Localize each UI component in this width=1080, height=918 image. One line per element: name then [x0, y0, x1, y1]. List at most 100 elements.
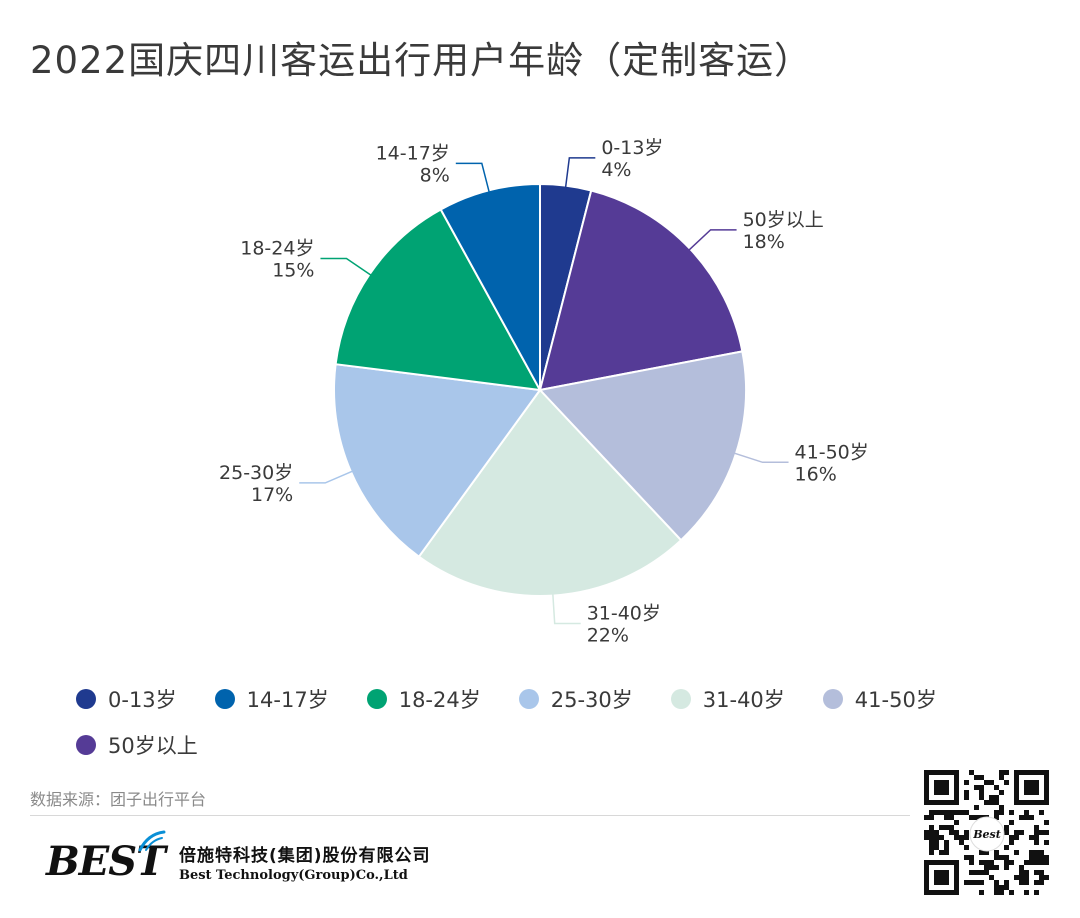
- qr-module: [924, 835, 929, 840]
- qr-finder-outer: [1014, 770, 1049, 805]
- qr-module: [989, 865, 994, 870]
- legend-item: 31-40岁: [670, 684, 785, 714]
- qr-module: [1029, 855, 1034, 860]
- qr-module: [1014, 835, 1019, 840]
- footer-divider: [30, 815, 910, 816]
- leader-line: [320, 257, 372, 276]
- qr-module: [1044, 830, 1049, 835]
- qr-module: [929, 825, 934, 830]
- qr-module: [1024, 880, 1029, 885]
- chart-legend: 0-13岁 14-17岁 18-24岁 25-30岁 31-40岁 41-50岁 50岁以上: [76, 684, 1036, 760]
- qr-module: [969, 770, 974, 775]
- slice-label-name: 50岁以上: [743, 209, 824, 231]
- qr-module: [939, 850, 944, 855]
- leader-line: [455, 162, 490, 193]
- slice-label-value: 15%: [272, 259, 314, 281]
- qr-module: [974, 805, 979, 810]
- company-name-cn: 倍施特科技(集团)股份有限公司: [178, 845, 431, 866]
- qr-module: [1009, 835, 1014, 840]
- qr-module: [929, 815, 934, 820]
- qr-module: [1019, 815, 1024, 820]
- qr-module: [994, 815, 999, 820]
- qr-module: [1034, 835, 1039, 840]
- qr-module: [999, 770, 1004, 775]
- qr-module: [1024, 860, 1029, 865]
- qr-module: [994, 785, 999, 790]
- slice-label-name: 0-13岁: [601, 137, 663, 159]
- qr-module: [1009, 890, 1014, 895]
- leader-line: [299, 470, 354, 484]
- qr-module: [969, 860, 974, 865]
- qr-module: [1034, 850, 1039, 855]
- qr-module: [1029, 835, 1034, 840]
- qr-module: [989, 780, 994, 785]
- qr-module: [969, 855, 974, 860]
- best-logo-wordmark: BEST: [46, 830, 166, 885]
- qr-module: [954, 810, 959, 815]
- qr-module: [994, 800, 999, 805]
- qr-module: [994, 880, 999, 885]
- company-name-block: 倍施特科技(集团)股份有限公司 Best Technology(Group)Co…: [179, 841, 431, 883]
- qr-module: [1039, 855, 1044, 860]
- qr-finder-outer: [924, 860, 959, 895]
- qr-module: [1004, 830, 1009, 835]
- qr-module: [974, 785, 979, 790]
- qr-module: [949, 815, 954, 820]
- qr-module: [1044, 860, 1049, 865]
- qr-module: [969, 880, 974, 885]
- qr-module: [944, 810, 949, 815]
- legend-label: 14-17岁: [246, 688, 329, 712]
- qr-module: [979, 890, 984, 895]
- chart-title: 2022国庆四川客运出行用户年龄（定制客运）: [30, 39, 813, 82]
- qr-module: [999, 855, 1004, 860]
- qr-module: [1014, 875, 1019, 880]
- qr-module: [1009, 840, 1014, 845]
- qr-module: [989, 875, 994, 880]
- qr-module: [959, 810, 964, 815]
- logo-text: BEST: [46, 838, 166, 885]
- qr-module: [1034, 870, 1039, 875]
- qr-module: [999, 775, 1004, 780]
- qr-module: [984, 800, 989, 805]
- qr-module: [934, 830, 939, 835]
- qr-module: [974, 880, 979, 885]
- qr-module: [1039, 860, 1044, 865]
- qr-module: [1044, 840, 1049, 845]
- legend-swatch: [670, 689, 691, 709]
- qr-module: [979, 785, 984, 790]
- legend-item: 41-50岁: [822, 684, 937, 714]
- qr-module: [929, 840, 934, 845]
- qr-module: [1004, 770, 1009, 775]
- slice-label-name: 14-17岁: [376, 142, 450, 164]
- slice-label-value: 17%: [251, 484, 293, 506]
- qr-module: [979, 880, 984, 885]
- qr-module: [1004, 845, 1009, 850]
- qr-module: [1024, 810, 1029, 815]
- company-logo: BEST 倍施特科技(集团)股份有限公司 Best Technology(Gro…: [46, 830, 431, 885]
- qr-module: [939, 825, 944, 830]
- qr-module: [1019, 875, 1024, 880]
- legend-item: 18-24岁: [366, 684, 481, 714]
- qr-module: [989, 860, 994, 865]
- legend-item: 14-17岁: [214, 684, 329, 714]
- qr-module: [999, 885, 1004, 890]
- qr-module: [1024, 815, 1029, 820]
- qr-module: [949, 810, 954, 815]
- qr-module: [1014, 830, 1019, 835]
- qr-module: [964, 830, 969, 835]
- qr-module: [1019, 865, 1024, 870]
- qr-module: [989, 795, 994, 800]
- qr-module: [934, 810, 939, 815]
- qr-module: [1039, 880, 1044, 885]
- qr-module: [979, 775, 984, 780]
- qr-finder-outer: [924, 770, 959, 805]
- qr-module: [954, 820, 959, 825]
- qr-module: [1044, 875, 1049, 880]
- qr-finder-inner: [1024, 780, 1039, 795]
- qr-module: [944, 850, 949, 855]
- qr-module: [1039, 850, 1044, 855]
- legend-item: 0-13岁: [76, 684, 177, 714]
- qr-module: [944, 815, 949, 820]
- qr-module: [994, 850, 999, 855]
- qr-module: [999, 790, 1004, 795]
